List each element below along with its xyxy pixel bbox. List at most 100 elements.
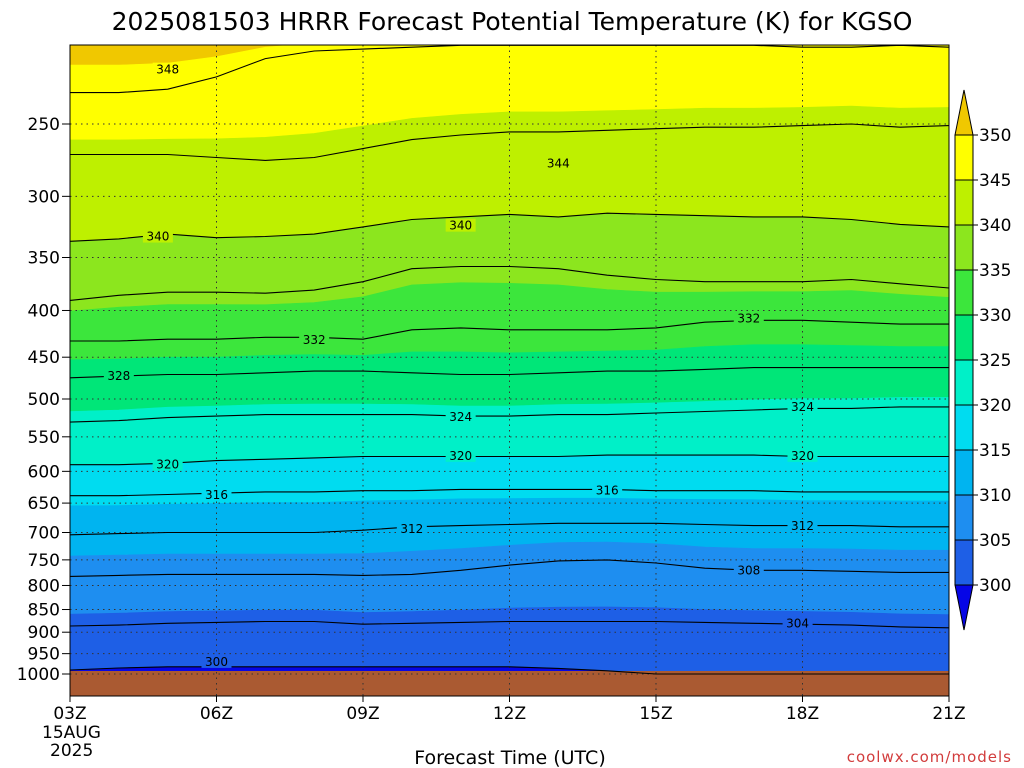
contour-label-bg-18 — [201, 654, 232, 668]
x-axis-label: Forecast Time (UTC) — [414, 747, 605, 768]
contour-label-312: 312 — [400, 522, 423, 536]
fill-band-0 — [70, 45, 297, 66]
contour-label-bg-12 — [201, 488, 232, 502]
contour-label-bg-2 — [445, 218, 476, 232]
contour-label-324: 324 — [449, 410, 472, 424]
x-tick-label-03Z: 03Z — [53, 704, 86, 724]
colorbar-bin-305 — [954, 494, 974, 541]
contour-label-332: 332 — [737, 311, 760, 325]
contour-label-bg-16 — [733, 563, 764, 577]
isentrope-336 — [70, 265, 949, 301]
colorbar-label-325: 325 — [979, 351, 1011, 371]
colorbar-bin-300 — [954, 539, 974, 586]
contour-label-bg-3 — [142, 229, 173, 243]
colorbar-label-335: 335 — [979, 261, 1011, 281]
contour-label-bg-1 — [543, 156, 574, 170]
y-tick-label-700: 700 — [28, 523, 60, 543]
contour-label-328: 328 — [107, 369, 130, 383]
colorbar-label-315: 315 — [979, 441, 1011, 461]
colorbar: 300 305 310 315 320 325 330 335 340 345 350 — [954, 89, 1011, 631]
contour-label-bg-17 — [782, 616, 813, 630]
contour-label-320: 320 — [791, 449, 814, 463]
y-tick-label-850: 850 — [28, 601, 60, 621]
isentrope-344 — [70, 123, 949, 161]
contour-label-bg-11 — [787, 448, 818, 462]
colorbar-bin-330 — [954, 269, 974, 316]
colorbar-bin-335 — [954, 224, 974, 271]
contour-label-bg-6 — [103, 369, 134, 383]
contour-label-344: 344 — [547, 156, 570, 170]
contour-label-304: 304 — [786, 616, 809, 630]
colorbar-bin-310 — [954, 449, 974, 496]
colorbar-label-305: 305 — [979, 531, 1011, 551]
isentrope-328 — [70, 367, 949, 379]
x-tick-label-15Z: 15Z — [639, 704, 672, 724]
contour-label-316: 316 — [205, 488, 228, 502]
x-tick-label-09Z: 09Z — [346, 704, 379, 724]
colorbar-label-350: 350 — [979, 126, 1011, 146]
contour-label-bg-14 — [396, 522, 427, 536]
colorbar-bin-320 — [954, 359, 974, 406]
y-tick-label-800: 800 — [28, 576, 60, 596]
colorbar-bin-340 — [954, 179, 974, 226]
credit-text: coolwx.com/models — [847, 748, 1012, 766]
contour-label-bg-15 — [787, 519, 818, 533]
contour-label-308: 308 — [737, 563, 760, 577]
x-date-year: 2025 — [50, 741, 93, 761]
x-tick-label-21Z: 21Z — [932, 704, 965, 724]
isentrope-332 — [70, 319, 949, 342]
contour-label-bg-10 — [445, 448, 476, 462]
y-tick-label-550: 550 — [28, 428, 60, 448]
y-tick-label-900: 900 — [28, 623, 60, 643]
x-tick-label-18Z: 18Z — [786, 704, 819, 724]
colorbar-bin-325 — [954, 314, 974, 361]
y-tick-label-400: 400 — [28, 301, 60, 321]
colorbar-label-340: 340 — [979, 216, 1011, 236]
y-axis: 2503003504004505005506006507007508008509… — [17, 115, 70, 685]
contour-label-324: 324 — [791, 400, 814, 414]
contour-label-320: 320 — [156, 458, 179, 472]
colorbar-label-320: 320 — [979, 396, 1011, 416]
y-tick-label-500: 500 — [28, 390, 60, 410]
chart-title: 2025081503 HRRR Forecast Potential Tempe… — [112, 7, 913, 36]
colorbar-label-330: 330 — [979, 306, 1011, 326]
colorbar-label-310: 310 — [979, 486, 1011, 506]
contour-label-348: 348 — [156, 63, 179, 77]
contour-label-320: 320 — [449, 449, 472, 463]
contour-label-bg-4 — [299, 333, 330, 347]
contour-label-300: 300 — [205, 655, 228, 669]
colorbar-extend-high — [954, 89, 974, 136]
contour-label-312: 312 — [791, 519, 814, 533]
colorbar-label-300: 300 — [979, 576, 1011, 596]
y-tick-label-300: 300 — [28, 187, 60, 207]
contour-label-340: 340 — [146, 230, 169, 244]
y-tick-label-1000: 1000 — [17, 665, 60, 685]
colorbar-bin-315 — [954, 404, 974, 451]
colorbar-bin-345 — [954, 134, 974, 181]
isentrope-308 — [70, 559, 949, 577]
isentrope-340 — [70, 212, 949, 242]
contour-label-bg-5 — [733, 311, 764, 325]
y-tick-label-350: 350 — [28, 248, 60, 268]
contour-label-bg-7 — [445, 409, 476, 423]
x-date-day: 15AUG — [42, 723, 101, 743]
contour-label-332: 332 — [303, 333, 326, 347]
contour-label-bg-9 — [152, 457, 183, 471]
contour-label-316: 316 — [596, 484, 619, 498]
contour-labels: 348 344 340 340 332 332 328 324 324 320 320 320 316 3… — [103, 62, 818, 669]
contour-label-bg-0 — [152, 62, 183, 76]
contour-label-340: 340 — [449, 219, 472, 233]
contour-label-bg-13 — [592, 483, 623, 497]
y-tick-label-950: 950 — [28, 645, 60, 665]
colorbar-label-345: 345 — [979, 171, 1011, 191]
x-tick-label-06Z: 06Z — [200, 704, 233, 724]
y-tick-label-600: 600 — [28, 462, 60, 482]
contour-label-bg-8 — [787, 399, 818, 413]
y-tick-label-450: 450 — [28, 348, 60, 368]
colorbar-extend-low — [954, 584, 974, 631]
x-axis: 03Z 06Z 09Z 12Z 15Z 18Z 21Z — [53, 696, 966, 724]
y-tick-label-650: 650 — [28, 494, 60, 514]
x-tick-label-12Z: 12Z — [493, 704, 526, 724]
y-tick-label-250: 250 — [28, 115, 60, 135]
